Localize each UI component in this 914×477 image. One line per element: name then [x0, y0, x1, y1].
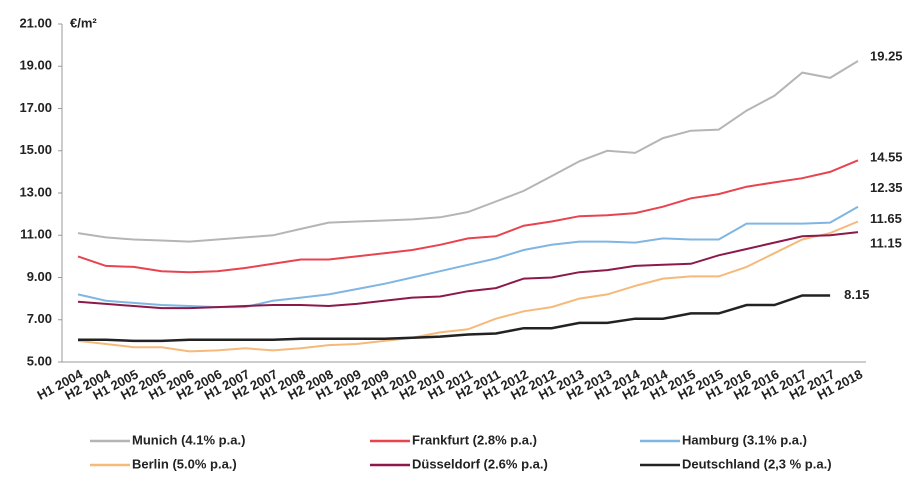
series-line: [77, 159, 859, 274]
y-tick-label: 17.00: [19, 100, 52, 115]
y-tick-label: 11.00: [20, 227, 52, 242]
legend-label: Düsseldorf (2.6% p.a.): [412, 456, 548, 471]
y-tick-label: 15.00: [19, 142, 52, 157]
y-tick-label: 7.00: [27, 311, 52, 326]
legend-label: Munich (4.1% p.a.): [132, 432, 245, 447]
series-line: [77, 60, 859, 243]
legend-label: Deutschland (2,3 % p.a.): [682, 456, 832, 471]
series-line: [77, 220, 859, 353]
legend-label: Hamburg (3.1% p.a.): [682, 432, 807, 447]
y-tick-label: 5.00: [27, 353, 52, 368]
series-line: [78, 294, 831, 343]
y-tick-label: 21.00: [19, 15, 52, 30]
series-line: [77, 231, 859, 310]
legend-label: Berlin (5.0% p.a.): [132, 456, 237, 471]
y-unit: €/m²: [70, 15, 97, 30]
end-value-label: 8.15: [844, 287, 869, 302]
end-value-label: 12.35: [870, 180, 903, 195]
end-value-label: 19.25: [870, 48, 903, 63]
end-value-label: 11.15: [870, 236, 902, 251]
end-value-label: 11.65: [870, 211, 902, 226]
y-tick-label: 13.00: [19, 184, 52, 199]
y-tick-label: 9.00: [27, 269, 52, 284]
y-tick-label: 19.00: [19, 58, 52, 73]
end-value-label: 14.55: [870, 150, 903, 165]
legend-label: Frankfurt (2.8% p.a.): [412, 432, 537, 447]
